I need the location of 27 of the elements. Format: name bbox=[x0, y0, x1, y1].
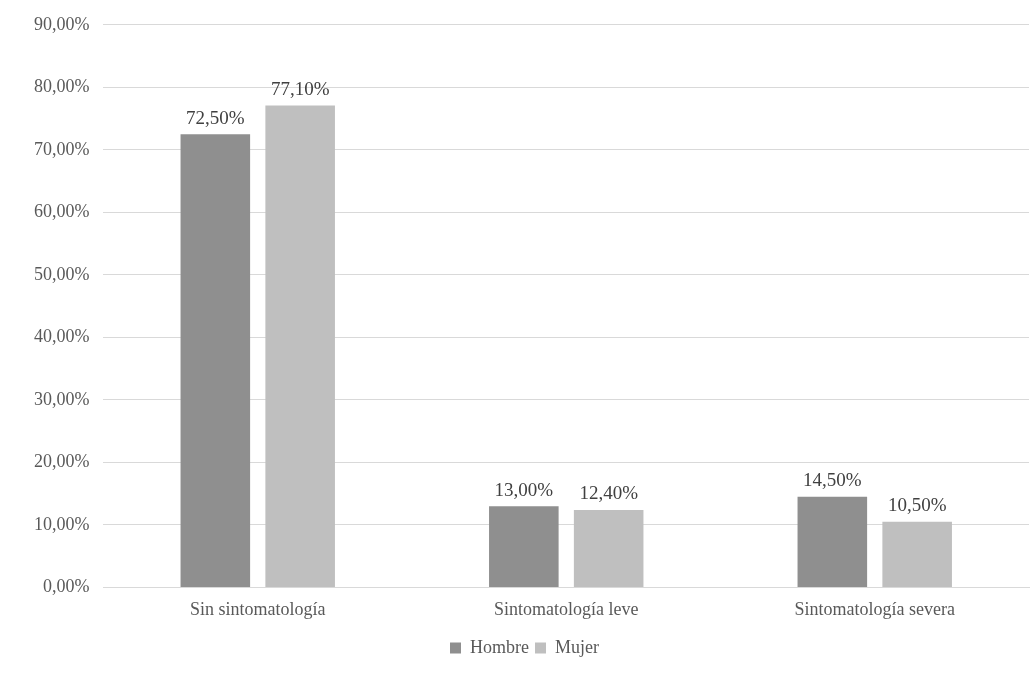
data-label: 13,00% bbox=[494, 478, 554, 500]
legend-label: Mujer bbox=[555, 636, 599, 657]
x-tick-label: Sin sintomatología bbox=[189, 598, 326, 619]
data-label: 72,50% bbox=[186, 106, 245, 128]
bar bbox=[180, 134, 251, 587]
y-tick-label: 60,00% bbox=[33, 201, 90, 222]
y-tick-label: 0,00% bbox=[42, 576, 90, 597]
bar bbox=[882, 521, 952, 587]
y-tick-label: 10,00% bbox=[33, 513, 90, 534]
y-tick-label: 50,00% bbox=[33, 263, 90, 284]
y-tick-label: 70,00% bbox=[33, 138, 90, 159]
bar bbox=[489, 506, 559, 587]
y-tick-label: 80,00% bbox=[33, 76, 90, 97]
data-label: 12,40% bbox=[579, 482, 639, 504]
bar bbox=[573, 509, 644, 587]
y-tick-label: 30,00% bbox=[33, 388, 90, 409]
x-tick-label: Sintomatología severa bbox=[794, 598, 955, 619]
y-tick-label: 90,00% bbox=[33, 13, 90, 34]
bar bbox=[797, 496, 868, 587]
bar bbox=[265, 105, 335, 587]
data-label: 77,10% bbox=[270, 77, 330, 99]
y-tick-label: 40,00% bbox=[33, 326, 90, 347]
x-tick-label: Sintomatología leve bbox=[494, 598, 639, 619]
legend-label: Hombre bbox=[470, 636, 530, 657]
data-label: 10,50% bbox=[887, 494, 947, 516]
y-tick-label: 20,00% bbox=[33, 451, 90, 472]
data-label: 14,50% bbox=[803, 469, 862, 491]
